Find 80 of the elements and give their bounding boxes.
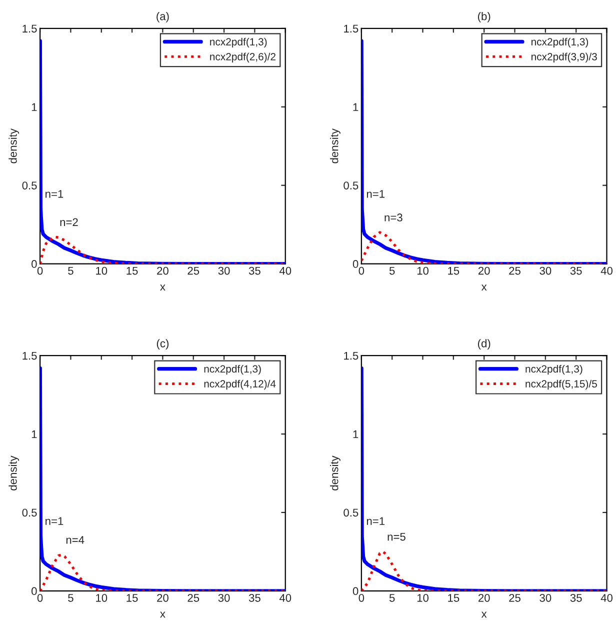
y-axis-title: density	[330, 128, 340, 164]
x-tick-label: 30	[218, 266, 230, 275]
x-axis-title: x	[481, 284, 487, 291]
y-axis-title: density	[8, 456, 20, 490]
chart-title: (d)	[478, 339, 490, 350]
x-tick-label: 30	[540, 266, 552, 275]
x-tick-label: 25	[188, 594, 200, 602]
y-tick-label: 0	[352, 260, 358, 268]
x-tick-label: 15	[448, 594, 460, 602]
y-axis-title: density	[8, 128, 20, 164]
x-tick-label: 10	[417, 266, 429, 275]
legend-label: ncx2pdf(3,9)/3	[531, 52, 597, 62]
x-tick-label: 10	[96, 594, 108, 602]
y-tick-label: 1.5	[22, 24, 37, 33]
x-tick-label: 15	[448, 266, 460, 275]
x-tick-label: 15	[126, 266, 138, 275]
x-tick-label: 35	[248, 594, 260, 602]
y-tick-label: 0.5	[22, 508, 37, 517]
annotation: n=1	[46, 517, 64, 525]
legend-label: ncx2pdf(1,3)	[204, 364, 261, 375]
y-tick-label: 0.5	[344, 182, 358, 190]
x-tick-label: 5	[68, 594, 74, 602]
x-tick-label: 40	[600, 266, 613, 275]
x-tick-label: 0	[37, 594, 43, 602]
legend-label: ncx2pdf(4,12)/4	[204, 380, 276, 390]
x-tick-label: 20	[157, 266, 168, 275]
x-tick-label: 35	[570, 594, 582, 602]
y-tick-label: 1.5	[344, 24, 358, 33]
x-tick-label: 25	[509, 594, 520, 602]
x-tick-label: 0	[358, 266, 364, 275]
x-tick-label: 40	[279, 266, 292, 275]
x-tick-label: 20	[478, 594, 490, 602]
x-tick-label: 30	[540, 594, 552, 602]
x-tick-label: 35	[248, 266, 260, 275]
x-axis-title: x	[160, 612, 166, 618]
x-tick-label: 25	[188, 266, 200, 275]
chart-title: (a)	[156, 12, 169, 22]
legend-label: ncx2pdf(5,15)/5	[526, 380, 597, 390]
y-tick-label: 0.5	[344, 508, 358, 517]
annotation: n=3	[384, 214, 402, 222]
legend-label: ncx2pdf(2,6)/2	[210, 52, 276, 62]
y-tick-label: 1	[353, 103, 358, 111]
legend-label: ncx2pdf(1,3)	[531, 38, 588, 48]
y-axis-title: density	[330, 456, 340, 490]
x-tick-label: 40	[600, 594, 613, 602]
x-tick-label: 0	[358, 594, 364, 602]
y-tick-label: 0.5	[22, 182, 37, 190]
annotation: n=2	[60, 218, 78, 226]
annotation: n=1	[46, 190, 64, 198]
annotation: n=5	[388, 532, 406, 541]
x-axis-title: x	[160, 284, 166, 291]
annotation: n=1	[366, 190, 385, 198]
x-tick-label: 40	[279, 594, 292, 602]
x-tick-label: 20	[478, 266, 490, 275]
x-tick-label: 5	[389, 266, 395, 275]
y-tick-label: 1	[32, 103, 37, 111]
y-tick-label: 0	[32, 260, 37, 268]
x-tick-label: 25	[509, 266, 520, 275]
y-tick-label: 0	[352, 587, 358, 596]
x-tick-label: 30	[218, 594, 230, 602]
y-tick-label: 1.5	[22, 352, 37, 360]
x-tick-label: 35	[570, 266, 582, 275]
x-axis-title: x	[481, 612, 487, 618]
y-tick-label: 0	[32, 587, 37, 596]
x-tick-label: 5	[389, 594, 395, 602]
x-tick-label: 5	[68, 266, 74, 275]
chart-title: (c)	[156, 339, 168, 350]
x-tick-label: 15	[126, 594, 138, 602]
x-tick-label: 20	[157, 594, 168, 602]
annotation: n=1	[366, 517, 385, 525]
y-tick-label: 1	[32, 430, 37, 438]
chart-title: (b)	[478, 12, 490, 22]
y-tick-label: 1.5	[344, 352, 358, 360]
annotation: n=4	[66, 536, 84, 544]
legend-label: ncx2pdf(1,3)	[526, 364, 582, 375]
x-tick-label: 0	[37, 266, 43, 275]
x-tick-label: 10	[96, 266, 108, 275]
x-tick-label: 10	[417, 594, 429, 602]
legend-label: ncx2pdf(1,3)	[210, 38, 267, 48]
y-tick-label: 1	[353, 430, 358, 438]
